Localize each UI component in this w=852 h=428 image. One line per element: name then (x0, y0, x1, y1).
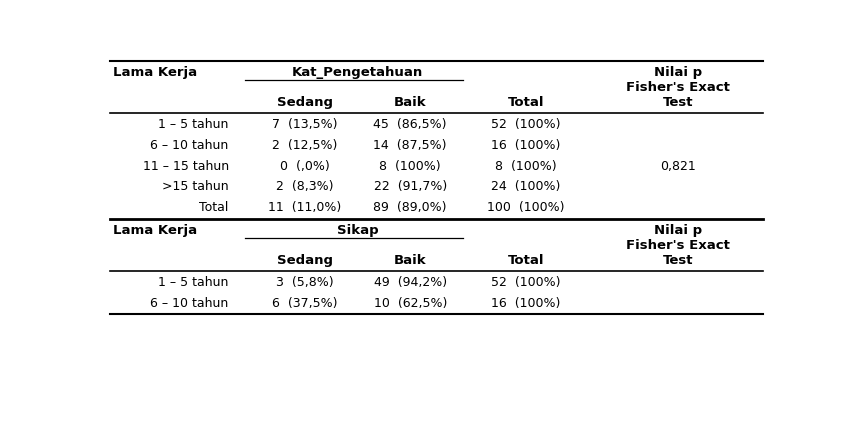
Text: 16  (100%): 16 (100%) (491, 139, 561, 152)
Text: 3  (5,8%): 3 (5,8%) (276, 276, 333, 289)
Text: 11  (11,0%): 11 (11,0%) (268, 201, 341, 214)
Text: 8  (100%): 8 (100%) (495, 160, 556, 172)
Text: Nilai p: Nilai p (653, 223, 702, 237)
Text: Total: Total (508, 254, 544, 267)
Text: Kat_Pengetahuan: Kat_Pengetahuan (291, 65, 423, 79)
Text: 45  (86,5%): 45 (86,5%) (373, 118, 447, 131)
Text: 1 – 5 tahun: 1 – 5 tahun (158, 276, 228, 289)
Text: Fisher's Exact: Fisher's Exact (625, 239, 729, 252)
Text: Nilai p: Nilai p (653, 65, 702, 79)
Text: 6  (37,5%): 6 (37,5%) (272, 297, 337, 310)
Text: Baik: Baik (394, 96, 427, 109)
Text: 89  (89,0%): 89 (89,0%) (373, 201, 447, 214)
Text: Lama Kerja: Lama Kerja (113, 223, 197, 237)
Text: 22  (91,7%): 22 (91,7%) (374, 180, 446, 193)
Text: 11 – 15 tahun: 11 – 15 tahun (142, 160, 228, 172)
Text: 0,821: 0,821 (659, 160, 695, 172)
Text: 16  (100%): 16 (100%) (491, 297, 561, 310)
Text: Test: Test (662, 96, 693, 109)
Text: 10  (62,5%): 10 (62,5%) (373, 297, 447, 310)
Text: 8  (100%): 8 (100%) (379, 160, 441, 172)
Text: 2  (8,3%): 2 (8,3%) (276, 180, 333, 193)
Text: 14  (87,5%): 14 (87,5%) (373, 139, 447, 152)
Text: Total: Total (199, 201, 228, 214)
Text: >15 tahun: >15 tahun (162, 180, 228, 193)
Text: Sedang: Sedang (277, 96, 332, 109)
Text: Lama Kerja: Lama Kerja (113, 65, 197, 79)
Text: 6 – 10 tahun: 6 – 10 tahun (151, 139, 228, 152)
Text: Test: Test (662, 254, 693, 267)
Text: Baik: Baik (394, 254, 427, 267)
Text: Sikap: Sikap (337, 223, 378, 237)
Text: 0  (,0%): 0 (,0%) (279, 160, 330, 172)
Text: Sedang: Sedang (277, 254, 332, 267)
Text: 100  (100%): 100 (100%) (487, 201, 565, 214)
Text: Total: Total (508, 96, 544, 109)
Text: 2  (12,5%): 2 (12,5%) (272, 139, 337, 152)
Text: 52  (100%): 52 (100%) (491, 276, 561, 289)
Text: 7  (13,5%): 7 (13,5%) (272, 118, 337, 131)
Text: 6 – 10 tahun: 6 – 10 tahun (151, 297, 228, 310)
Text: Fisher's Exact: Fisher's Exact (625, 81, 729, 94)
Text: 52  (100%): 52 (100%) (491, 118, 561, 131)
Text: 49  (94,2%): 49 (94,2%) (374, 276, 446, 289)
Text: 1 – 5 tahun: 1 – 5 tahun (158, 118, 228, 131)
Text: 24  (100%): 24 (100%) (491, 180, 561, 193)
